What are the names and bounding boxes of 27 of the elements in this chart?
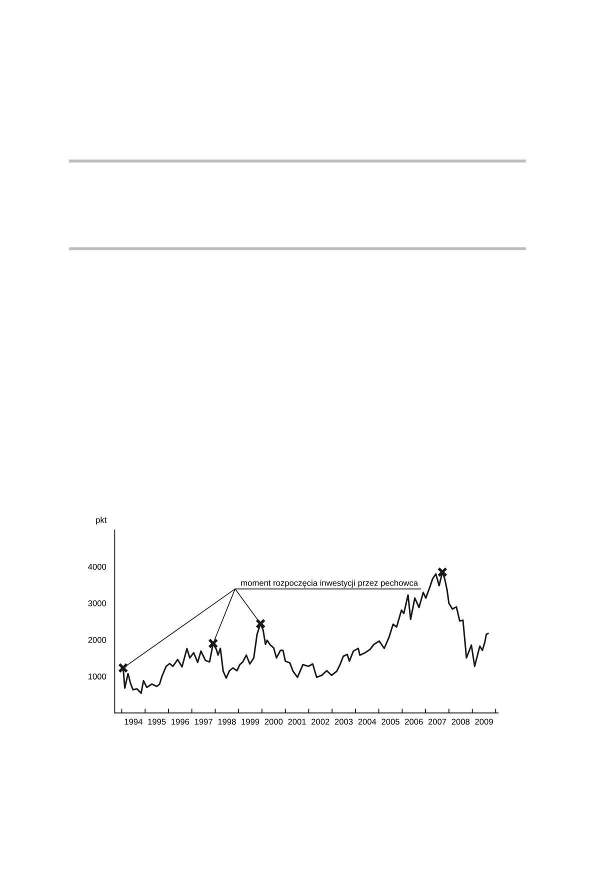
x-tick-label: 2001: [288, 718, 306, 725]
x-tick-label: 2003: [334, 718, 353, 725]
y-axis-title: pkt: [96, 516, 107, 525]
x-tick-label: 1998: [218, 718, 236, 725]
point: [437, 567, 448, 578]
x-tick-label: 2009: [475, 718, 493, 725]
point: [208, 638, 218, 649]
x-tick-label: 1997: [194, 718, 212, 725]
y-tick-label: 1000: [88, 674, 106, 680]
y-tick-label: 4000: [88, 564, 106, 570]
y-tick-label: 3000: [88, 600, 106, 606]
x-tick-label: 2000: [264, 718, 283, 725]
x-tick-label: 1994: [124, 718, 142, 725]
annotation: moment rozpoczęcia inwestycji przez pechowca: [241, 580, 418, 588]
line-series: [122, 571, 489, 694]
y-tick-label: 2000: [88, 636, 106, 643]
x-tick-label: 1995: [148, 718, 166, 725]
x-tick-label: 2007: [428, 718, 446, 725]
x-tick-label: 2008: [452, 718, 470, 725]
x-tick-label: 2004: [358, 718, 376, 725]
x-tick-label: 1996: [172, 718, 190, 725]
x-tick-label: 2005: [382, 718, 400, 725]
point: [256, 618, 266, 629]
x-tick-label: 1999: [242, 718, 260, 725]
x-tick-label: 2002: [312, 718, 330, 725]
x-tick-label: 2006: [405, 718, 423, 725]
point: [118, 662, 128, 674]
